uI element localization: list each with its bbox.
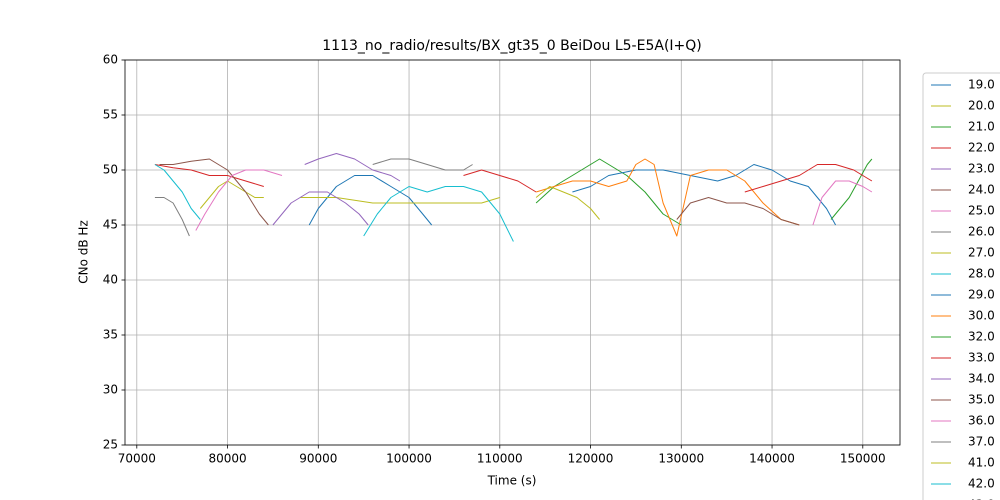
series-line <box>308 175 433 226</box>
legend-label: 33.0 <box>968 351 995 365</box>
series-line <box>744 164 873 193</box>
y-tick-label: 45 <box>103 218 118 232</box>
x-tick-label: 70000 <box>118 452 156 466</box>
legend-label: 26.0 <box>968 225 995 239</box>
series-line <box>154 164 201 220</box>
legend-label: 24.0 <box>968 183 995 197</box>
series-line <box>535 158 682 226</box>
legend-label: 35.0 <box>968 393 995 407</box>
legend-label: 21.0 <box>968 120 995 134</box>
series-line <box>195 169 283 231</box>
x-tick-label: 130000 <box>658 452 704 466</box>
series-line <box>830 158 873 220</box>
legend-label: 37.0 <box>968 435 995 449</box>
series-line <box>154 197 190 237</box>
x-tick-label: 150000 <box>840 452 886 466</box>
x-tick-label: 100000 <box>386 452 432 466</box>
x-tick-label: 140000 <box>749 452 795 466</box>
axes-frame <box>124 59 901 446</box>
series-line <box>372 158 473 171</box>
series-line <box>199 180 264 209</box>
series-line <box>272 191 369 226</box>
series-line <box>304 153 401 182</box>
y-tick-label: 55 <box>103 108 118 122</box>
legend-label: 32.0 <box>968 330 995 344</box>
series-line <box>154 164 537 193</box>
legend-label: 22.0 <box>968 141 995 155</box>
x-tick-label: 90000 <box>299 452 337 466</box>
y-tick-label: 25 <box>103 438 118 452</box>
x-tick-label: 120000 <box>568 452 614 466</box>
series-line <box>535 158 800 237</box>
series-line <box>572 164 837 226</box>
series-line <box>159 158 269 226</box>
y-tick-label: 40 <box>103 273 118 287</box>
legend-label: 43.0 <box>968 498 995 500</box>
legend-label: 36.0 <box>968 414 995 428</box>
x-axis-label: Time (s) <box>487 474 537 488</box>
series-line <box>363 186 514 242</box>
series-line <box>535 186 600 220</box>
legend-label: 19.0 <box>968 78 995 92</box>
legend-label: 28.0 <box>968 267 995 281</box>
legend-label: 20.0 <box>968 99 995 113</box>
y-axis-label: CNo dB Hz <box>77 220 91 284</box>
series-line <box>676 197 800 226</box>
series-line <box>812 180 873 226</box>
legend-label: 41.0 <box>968 456 995 470</box>
x-tick-label: 110000 <box>477 452 523 466</box>
series-line <box>300 197 500 204</box>
y-tick-label: 60 <box>103 53 118 67</box>
legend-label: 23.0 <box>968 162 995 176</box>
legend-label: 25.0 <box>968 204 995 218</box>
legend-label: 29.0 <box>968 288 995 302</box>
legend-label: 34.0 <box>968 372 995 386</box>
legend-label: 27.0 <box>968 246 995 260</box>
legend-label: 30.0 <box>968 309 995 323</box>
y-tick-label: 50 <box>103 163 118 177</box>
y-tick-label: 30 <box>103 383 118 397</box>
x-tick-label: 80000 <box>208 452 246 466</box>
y-tick-label: 35 <box>103 328 118 342</box>
legend-box <box>922 72 1000 500</box>
legend-label: 42.0 <box>968 477 995 491</box>
chart-title: 1113_no_radio/results/BX_gt35_0 BeiDou L… <box>322 38 702 54</box>
